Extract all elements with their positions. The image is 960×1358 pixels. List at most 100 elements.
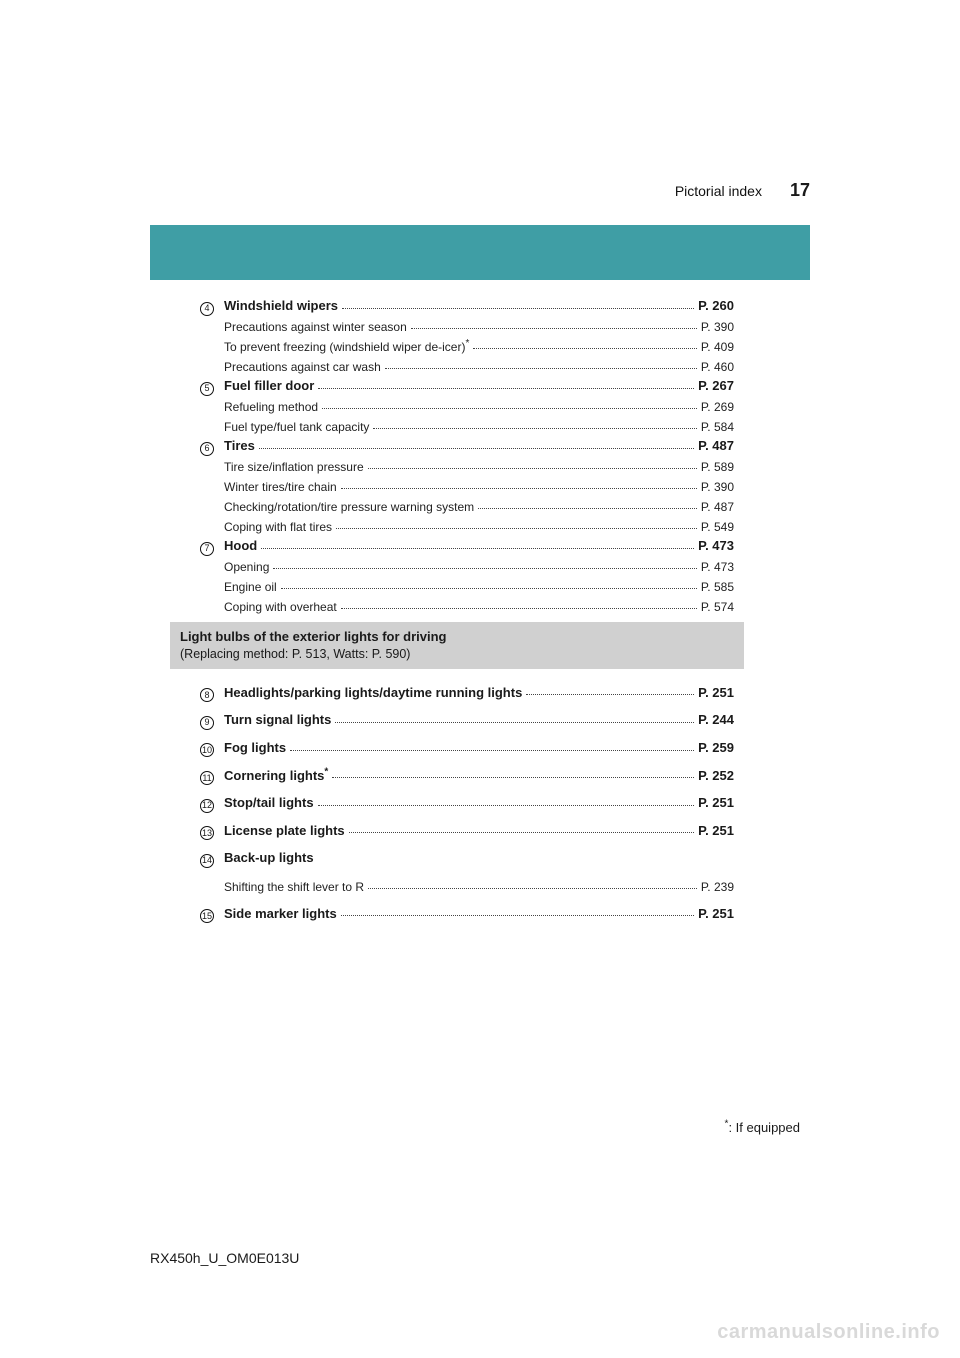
- document-code: RX450h_U_OM0E013U: [150, 1250, 299, 1266]
- leader-dots: [349, 832, 694, 833]
- row-page: P. 390: [701, 319, 734, 335]
- leader-dots: [336, 528, 697, 529]
- row-label: Fuel type/fuel tank capacity: [224, 419, 369, 435]
- header-section-title: Pictorial index: [675, 183, 762, 199]
- row-page: P. 267: [698, 377, 734, 395]
- leader-dots: [526, 694, 694, 695]
- leader-dots: [478, 508, 697, 509]
- index-row: 15Side marker lightsP. 251: [200, 900, 734, 928]
- index-row: 5Fuel filler doorP. 267: [200, 376, 734, 396]
- row-label: Back-up lights: [224, 849, 314, 867]
- index-row: 11 Cornering lights* P. 252: [200, 762, 734, 790]
- row-page: P. 244: [698, 711, 734, 729]
- leader-dots: [290, 750, 694, 751]
- row-label: Fog lights: [224, 739, 286, 757]
- header-color-band: [150, 225, 810, 280]
- index-subrow: Engine oilP. 585: [200, 576, 734, 596]
- row-page: P. 259: [698, 739, 734, 757]
- index-subrow: Precautions against winter seasonP. 390: [200, 316, 734, 336]
- circled-number-icon: 11: [200, 771, 214, 785]
- row-page: P. 260: [698, 297, 734, 315]
- leader-dots: [273, 568, 696, 569]
- leader-dots: [259, 448, 694, 449]
- row-number-badge: 4: [200, 298, 218, 312]
- row-label: Windshield wipers: [224, 297, 338, 315]
- row-number-badge: 8: [200, 685, 218, 699]
- index-subrow: Coping with overheat P. 574: [200, 596, 734, 616]
- watermark: carmanualsonline.info: [717, 1321, 940, 1344]
- row-number-badge: 6: [200, 438, 218, 452]
- leader-dots: [385, 368, 697, 369]
- row-page: P. 574: [701, 599, 734, 615]
- row-label: Turn signal lights: [224, 711, 331, 729]
- index-subrow: Checking/rotation/tire pressure warning …: [200, 496, 734, 516]
- index-subrow: OpeningP. 473: [200, 556, 734, 576]
- circled-number-icon: 7: [200, 542, 214, 556]
- row-page: P. 251: [698, 684, 734, 702]
- row-label: Tires: [224, 437, 255, 455]
- leader-dots: [368, 468, 697, 469]
- index-subrow: To prevent freezing (windshield wiper de…: [200, 336, 734, 356]
- circled-number-icon: 12: [200, 799, 214, 813]
- index-row: 14 Back-up lights: [200, 844, 734, 872]
- circled-number-icon: 5: [200, 382, 214, 396]
- leader-dots: [473, 348, 696, 349]
- row-label: Coping with overheat: [224, 599, 337, 615]
- index-subrow: Winter tires/tire chainP. 390: [200, 476, 734, 496]
- circled-number-icon: 9: [200, 716, 214, 730]
- row-page: P. 252: [698, 767, 734, 785]
- row-page: P. 409: [701, 339, 734, 355]
- asterisk-icon: *: [324, 766, 328, 777]
- row-label: To prevent freezing (windshield wiper de…: [224, 339, 469, 355]
- row-label: Shifting the shift lever to R: [224, 879, 364, 895]
- row-page: P. 251: [698, 822, 734, 840]
- circled-number-icon: 6: [200, 442, 214, 456]
- row-label: License plate lights: [224, 822, 345, 840]
- leader-dots: [322, 408, 697, 409]
- circled-number-icon: 15: [200, 909, 214, 923]
- index-subrow: Coping with flat tires P. 549: [200, 516, 734, 536]
- index-row: 6TiresP. 487: [200, 436, 734, 456]
- row-number-badge: 7: [200, 538, 218, 552]
- row-label: Tire size/inflation pressure: [224, 459, 364, 475]
- row-page: P. 549: [701, 519, 734, 535]
- leader-dots: [341, 608, 697, 609]
- leader-dots: [368, 888, 697, 889]
- row-number-badge: 14: [200, 850, 218, 864]
- index-row: 13 License plate lights P. 251: [200, 817, 734, 845]
- footnote: *: If equipped: [725, 1120, 800, 1135]
- row-number-badge: 13: [200, 823, 218, 837]
- row-page: P. 487: [701, 499, 734, 515]
- lights-heading-title: Light bulbs of the exterior lights for d…: [180, 628, 734, 646]
- row-label: Headlights/parking lights/daytime runnin…: [224, 684, 522, 702]
- leader-dots: [332, 777, 694, 778]
- lights-heading-subtitle: (Replacing method: P. 513, Watts: P. 590…: [180, 646, 734, 663]
- leader-dots: [342, 308, 694, 309]
- leader-dots: [373, 428, 696, 429]
- row-number-badge: 12: [200, 795, 218, 809]
- leader-dots: [341, 915, 694, 916]
- row-label: Engine oil: [224, 579, 277, 595]
- index-row: 7HoodP. 473: [200, 536, 734, 556]
- index-subrow: Shifting the shift lever to RP. 239: [200, 872, 734, 900]
- leader-dots: [261, 548, 694, 549]
- leader-dots: [341, 488, 697, 489]
- circled-number-icon: 8: [200, 688, 214, 702]
- index-row: 4 Windshield wipers P. 260: [200, 296, 734, 316]
- row-page: P. 589: [701, 459, 734, 475]
- circled-number-icon: 13: [200, 826, 214, 840]
- circled-number-icon: 10: [200, 743, 214, 757]
- index-row: 10 Fog lights P. 259: [200, 734, 734, 762]
- lights-heading-box: Light bulbs of the exterior lights for d…: [170, 622, 744, 668]
- row-label: Precautions against car wash: [224, 359, 381, 375]
- leader-dots: [318, 388, 694, 389]
- circled-number-icon: 4: [200, 302, 214, 316]
- row-label: Side marker lights: [224, 905, 337, 923]
- row-page: P. 460: [701, 359, 734, 375]
- page-header: Pictorial index 17: [150, 180, 810, 201]
- index-row: 9 Turn signal lights P. 244: [200, 706, 734, 734]
- row-page: P. 473: [701, 559, 734, 575]
- header-page-number: 17: [790, 180, 810, 201]
- row-label: Coping with flat tires: [224, 519, 332, 535]
- row-label: Cornering lights*: [224, 767, 328, 785]
